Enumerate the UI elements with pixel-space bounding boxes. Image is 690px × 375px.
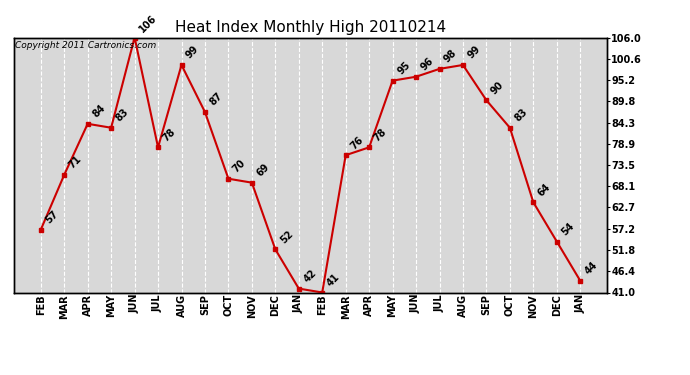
Text: 52: 52 [278,228,295,245]
Text: 96: 96 [419,56,435,73]
Text: 42: 42 [302,268,318,284]
Text: 87: 87 [208,91,224,108]
Text: 84: 84 [90,103,107,120]
Text: 57: 57 [43,209,60,226]
Text: 44: 44 [583,260,600,277]
Title: Heat Index Monthly High 20110214: Heat Index Monthly High 20110214 [175,20,446,35]
Text: 98: 98 [442,48,459,65]
Text: 64: 64 [536,182,553,198]
Text: 78: 78 [161,126,177,143]
Text: Copyright 2011 Cartronics.com: Copyright 2011 Cartronics.com [15,41,156,50]
Text: 41: 41 [325,272,342,288]
Text: 71: 71 [67,154,83,171]
Text: 76: 76 [348,134,365,151]
Text: 54: 54 [560,221,576,237]
Text: 99: 99 [184,44,201,61]
Text: 83: 83 [114,107,130,124]
Text: 95: 95 [395,60,412,76]
Text: 69: 69 [255,162,271,178]
Text: 70: 70 [231,158,248,175]
Text: 78: 78 [372,126,388,143]
Text: 99: 99 [466,44,482,61]
Text: 83: 83 [513,107,529,124]
Text: 106: 106 [137,13,159,35]
Text: 90: 90 [489,80,506,96]
